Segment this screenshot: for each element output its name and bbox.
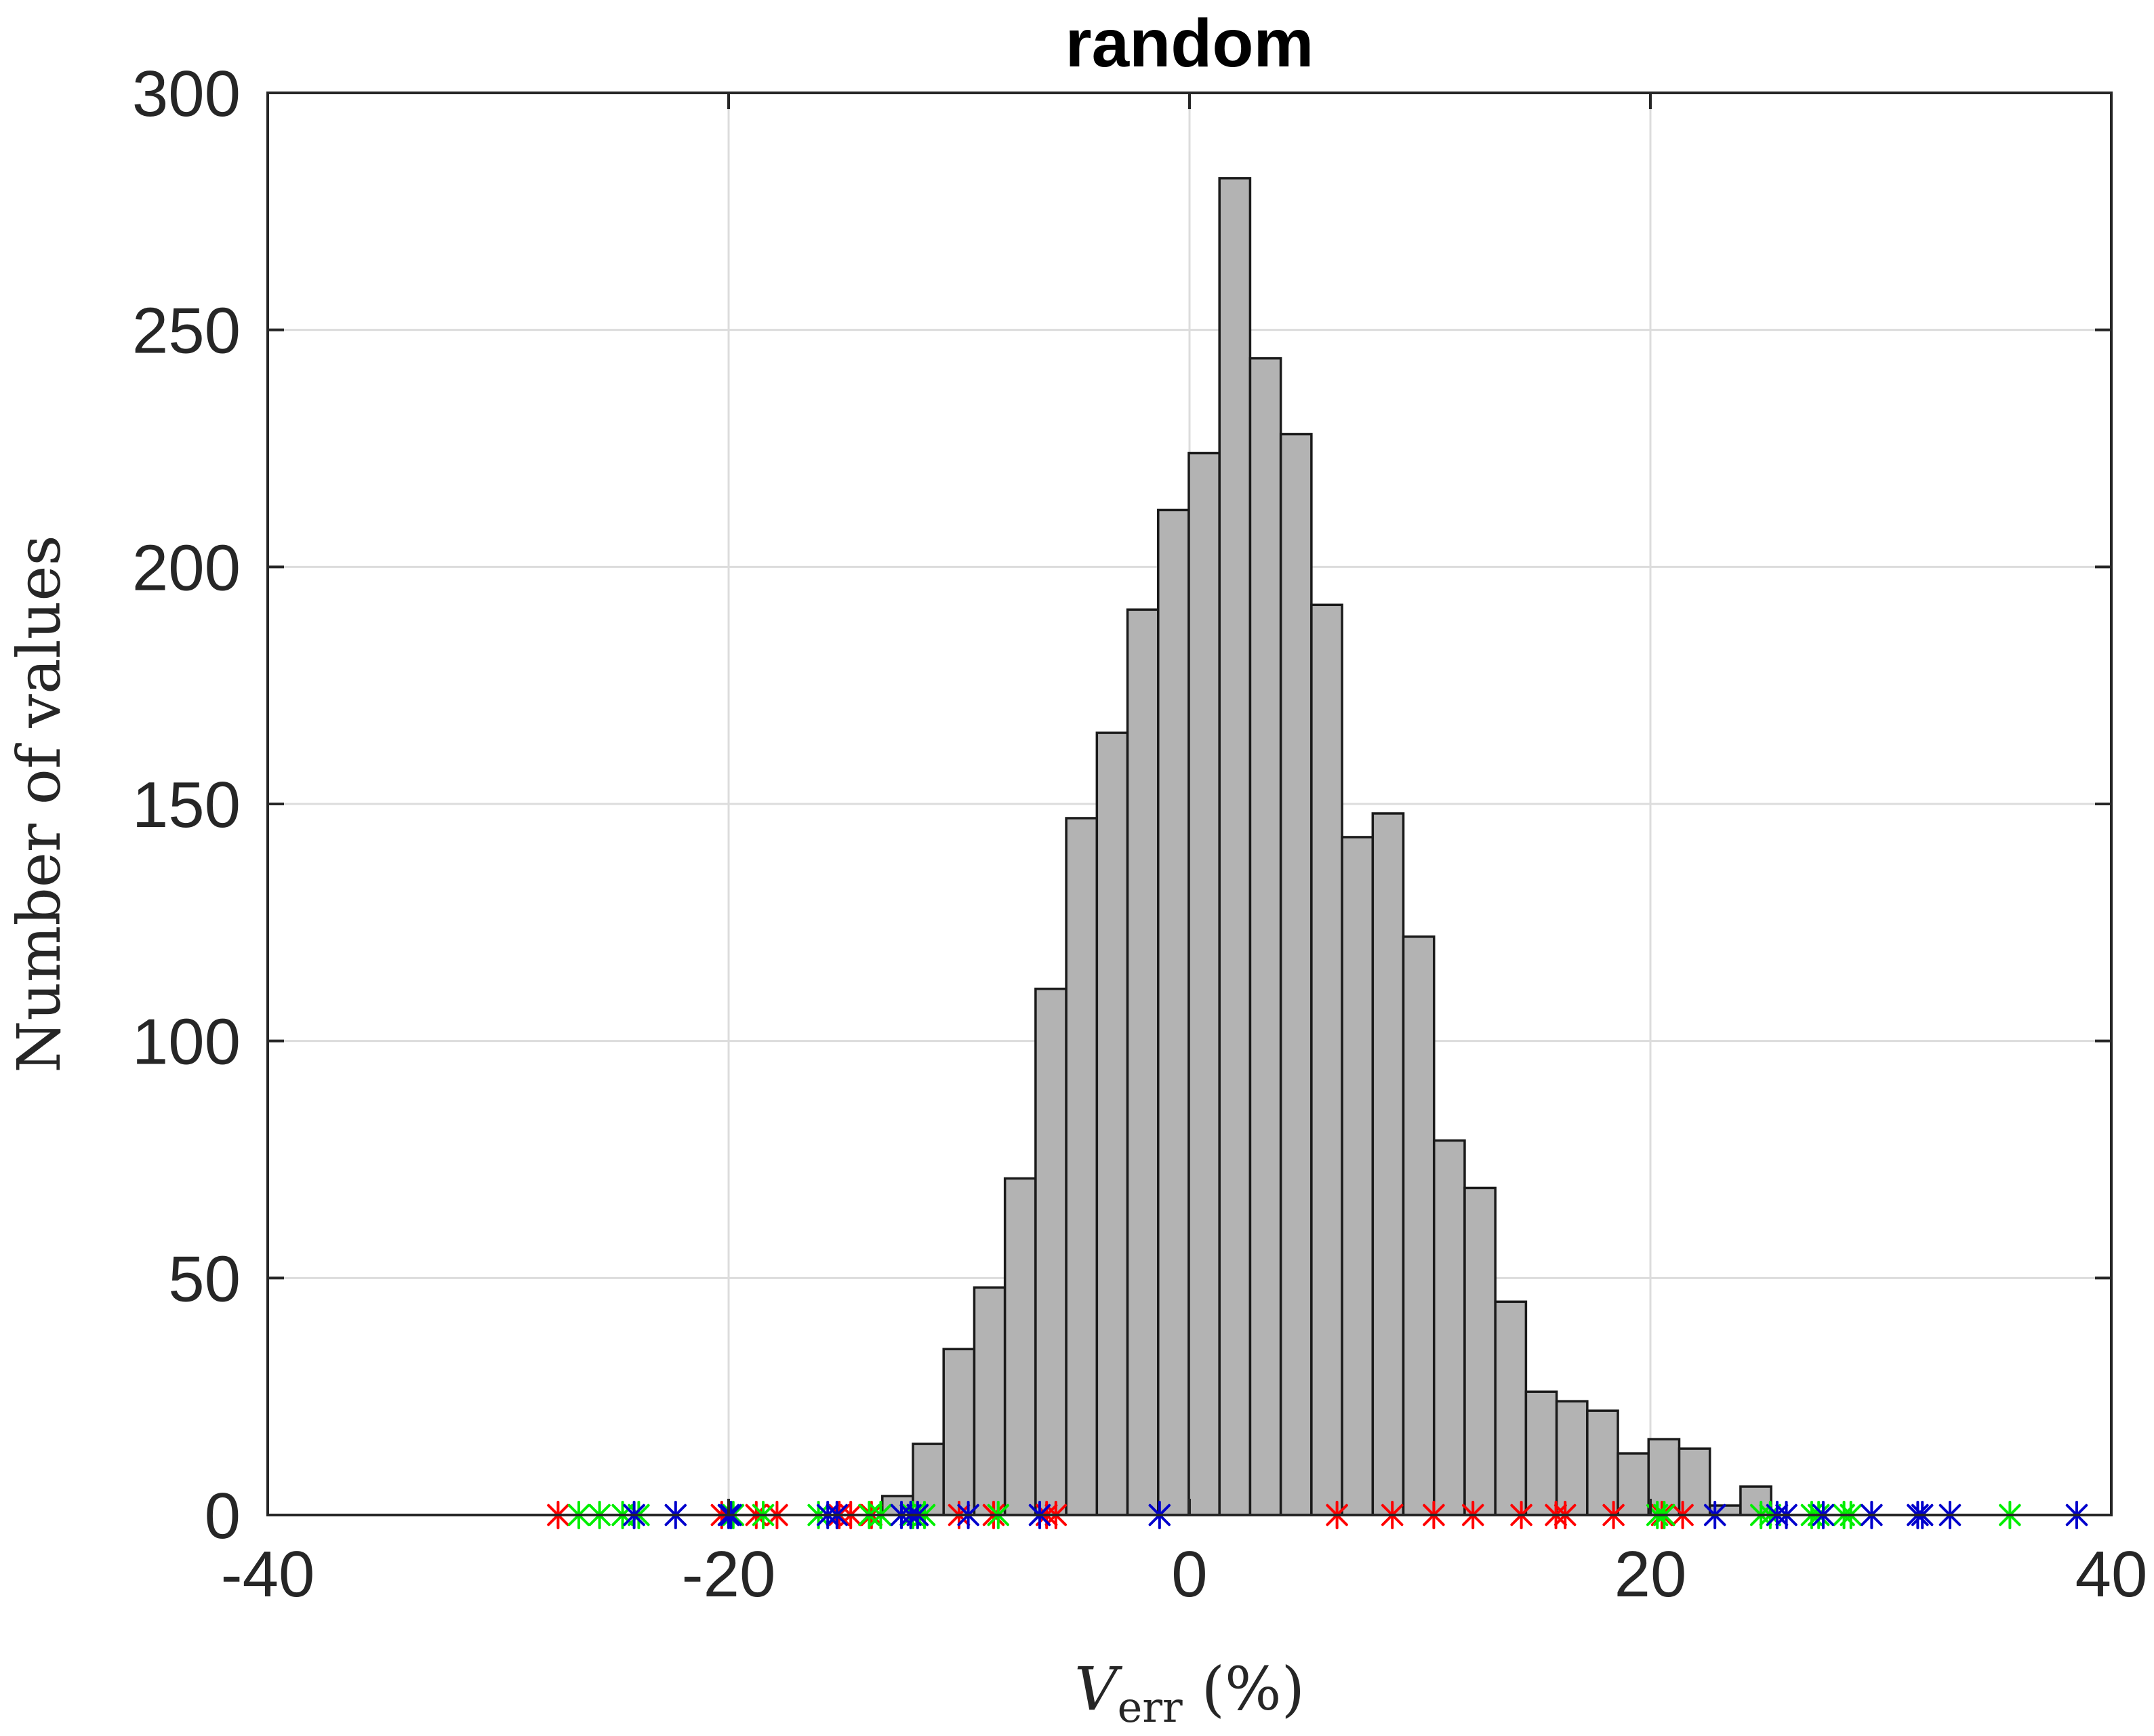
x-axis-label-subscript: err [1118, 1682, 1183, 1732]
histogram-bar [1586, 1409, 1619, 1516]
histogram-bar [1555, 1400, 1589, 1516]
y-tick-label: 150 [132, 769, 241, 841]
histogram-bar [942, 1348, 976, 1516]
x-axis-label-unit: (%) [1202, 1654, 1305, 1724]
histogram-bar [1003, 1177, 1037, 1516]
x-tick-label: 40 [2075, 1538, 2148, 1611]
x-axis-label-symbol: V [1074, 1654, 1123, 1724]
axis-ticks: -40 -20 0 20 40 0 50 100 150 200 250 300 [132, 58, 2148, 1611]
histogram-bar [1126, 608, 1160, 1516]
y-tick-label: 0 [205, 1480, 241, 1552]
histogram-bars [881, 177, 1772, 1516]
histogram-bar [1248, 357, 1282, 1516]
y-tick-label: 50 [168, 1243, 241, 1315]
histogram-bar [1279, 432, 1313, 1516]
histogram-bar [1218, 177, 1252, 1516]
histogram-bar [1494, 1300, 1528, 1516]
histogram-bar [1432, 1139, 1466, 1516]
histogram-bar [1341, 836, 1375, 1516]
chart-title: random [1065, 5, 1314, 81]
histogram-bar [1310, 603, 1343, 1516]
histogram-bar [973, 1286, 1007, 1516]
y-tick-label: 300 [132, 58, 241, 130]
histogram-bar [1371, 812, 1405, 1516]
histogram-bar [1524, 1390, 1558, 1516]
histogram-bar [1065, 817, 1099, 1516]
x-axis-label: Verr (%) [1074, 1654, 1305, 1732]
histogram-bar [1402, 935, 1436, 1516]
x-tick-label: 20 [1614, 1538, 1687, 1611]
histogram-bar [1187, 451, 1221, 1516]
y-tick-label: 250 [132, 295, 241, 367]
y-axis-label: Number of values [4, 535, 74, 1072]
x-tick-label: -40 [221, 1538, 315, 1611]
y-tick-label: 200 [132, 531, 241, 604]
histogram-bar [1095, 731, 1129, 1516]
x-tick-label: 0 [1171, 1538, 1207, 1611]
histogram-bar [1157, 508, 1190, 1516]
histogram-bar [1463, 1186, 1497, 1516]
y-tick-label: 100 [132, 1006, 241, 1078]
histogram-bar [1034, 987, 1068, 1516]
x-tick-label: -20 [682, 1538, 776, 1611]
